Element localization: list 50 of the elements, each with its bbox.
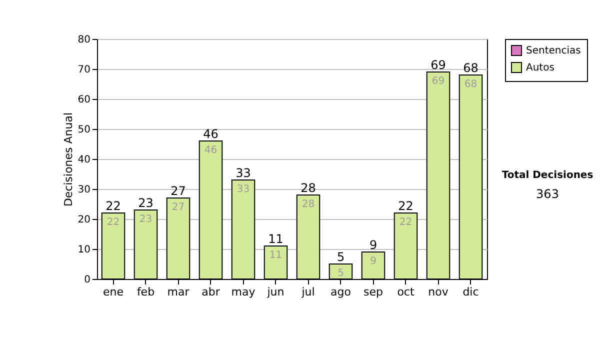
total-label: 69 [430, 58, 446, 72]
x-tick-label: mar [167, 286, 190, 298]
data-label: 46 [204, 145, 218, 156]
x-tick-label: ago [330, 286, 352, 298]
data-label: 33 [236, 184, 250, 195]
total-label: 23 [138, 196, 154, 210]
data-label: 68 [464, 79, 478, 90]
total-label: 5 [336, 250, 345, 264]
x-tick-label: abr [202, 286, 220, 298]
data-label: 28 [302, 199, 315, 210]
data-label: 27 [172, 202, 185, 213]
legend-label: Sentencias [526, 46, 581, 56]
total-label: 9 [369, 238, 378, 252]
data-label: 9 [370, 256, 376, 267]
total-label: 22 [106, 199, 121, 213]
y-tick-label: 60 [78, 94, 90, 106]
total-label: 46 [203, 127, 218, 141]
x-tick-label: oct [397, 286, 415, 298]
x-tick-label: dic [462, 286, 479, 298]
data-label: 22 [399, 217, 412, 228]
y-tick-label: 10 [78, 244, 90, 256]
y-tick-label: 50 [78, 124, 90, 136]
y-tick-label: 30 [78, 184, 90, 196]
y-tick-label: 40 [78, 154, 90, 166]
total-label: 22 [398, 199, 414, 213]
x-tick-label: may [231, 286, 256, 298]
text: 363 [535, 187, 560, 201]
data-label: 22 [106, 217, 120, 228]
x-tick-label: feb [136, 286, 155, 298]
total-label: 27 [170, 184, 186, 198]
data-label: 11 [269, 250, 282, 261]
y-tick-label: 70 [78, 64, 90, 76]
total-label: 68 [463, 61, 478, 75]
data-label: 69 [432, 76, 445, 87]
x-tick-label: jun [266, 286, 284, 298]
x-tick-label: sep [364, 286, 384, 298]
x-tick-label: nov [428, 286, 449, 298]
y-tick-label: 20 [78, 214, 90, 226]
total-label: 11 [268, 232, 284, 246]
x-tick-label: jul [300, 286, 315, 298]
data-label: 5 [338, 268, 344, 279]
y-tick-label: 80 [78, 34, 90, 46]
x-tick-label: ene [102, 286, 124, 298]
y-axis-title: Decisiones Anual [62, 112, 75, 207]
total-label: 33 [236, 166, 251, 180]
text: Total Decisiones [500, 170, 594, 181]
data-label: 23 [139, 214, 152, 225]
total-label: 28 [300, 181, 316, 195]
y-tick-label: 0 [84, 274, 90, 286]
legend-label: Autos [526, 62, 554, 74]
